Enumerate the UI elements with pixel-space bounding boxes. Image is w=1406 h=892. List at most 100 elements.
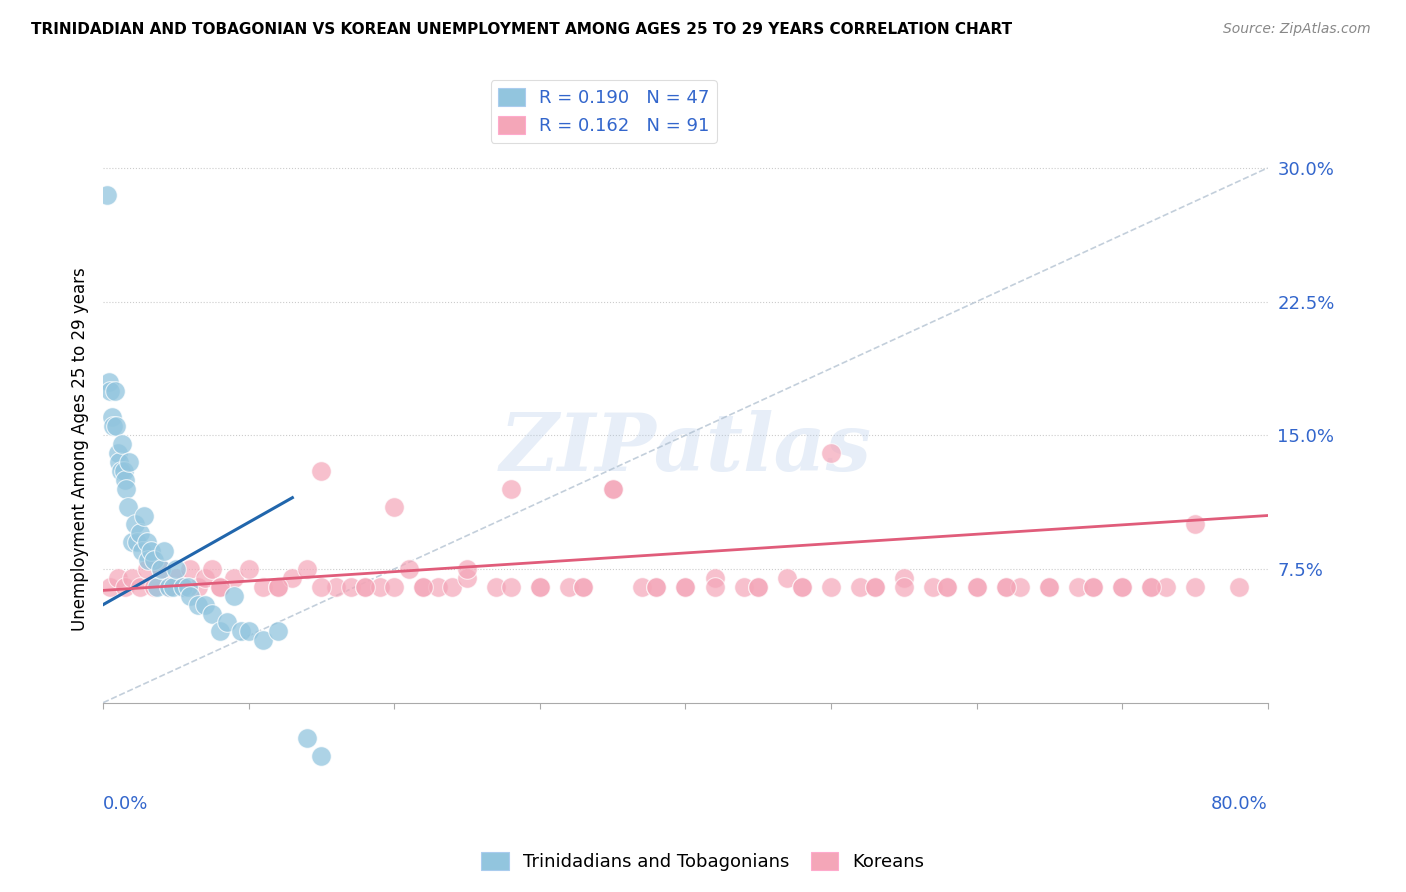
Point xyxy=(1038,580,1060,594)
Point xyxy=(172,580,194,594)
Point xyxy=(645,580,668,594)
Point xyxy=(703,571,725,585)
Point xyxy=(179,589,201,603)
Point xyxy=(121,535,143,549)
Text: TRINIDADIAN AND TOBAGONIAN VS KOREAN UNEMPLOYMENT AMONG AGES 25 TO 29 YEARS CORR: TRINIDADIAN AND TOBAGONIAN VS KOREAN UNE… xyxy=(31,22,1012,37)
Point xyxy=(107,446,129,460)
Point xyxy=(215,615,238,630)
Point xyxy=(558,580,581,594)
Point xyxy=(893,580,915,594)
Point xyxy=(354,580,377,594)
Point xyxy=(630,580,652,594)
Point xyxy=(165,571,187,585)
Point xyxy=(311,464,333,478)
Point xyxy=(966,580,988,594)
Point xyxy=(936,580,959,594)
Point xyxy=(295,562,318,576)
Point xyxy=(231,624,253,639)
Point xyxy=(194,571,217,585)
Point xyxy=(117,500,139,514)
Point xyxy=(135,562,157,576)
Point xyxy=(187,580,209,594)
Point xyxy=(456,562,478,576)
Point xyxy=(100,384,122,398)
Point xyxy=(128,580,150,594)
Point xyxy=(339,580,361,594)
Legend: R = 0.190   N = 47, R = 0.162   N = 91: R = 0.190 N = 47, R = 0.162 N = 91 xyxy=(491,80,717,143)
Point xyxy=(281,571,304,585)
Point xyxy=(176,580,198,594)
Point xyxy=(529,580,551,594)
Point xyxy=(128,526,150,541)
Point xyxy=(97,375,120,389)
Point xyxy=(187,598,209,612)
Point xyxy=(208,580,231,594)
Point xyxy=(529,580,551,594)
Point xyxy=(224,589,246,603)
Point xyxy=(165,562,187,576)
Point xyxy=(382,580,405,594)
Point xyxy=(201,607,224,621)
Point xyxy=(110,464,132,478)
Text: Source: ZipAtlas.com: Source: ZipAtlas.com xyxy=(1223,22,1371,37)
Point xyxy=(1081,580,1104,594)
Point xyxy=(863,580,886,594)
Point xyxy=(499,580,522,594)
Point xyxy=(112,464,135,478)
Point xyxy=(121,571,143,585)
Point xyxy=(1227,580,1250,594)
Point xyxy=(208,624,231,639)
Point xyxy=(143,553,166,567)
Point xyxy=(820,580,842,594)
Point xyxy=(936,580,959,594)
Point xyxy=(1140,580,1163,594)
Point xyxy=(295,731,318,746)
Y-axis label: Unemployment Among Ages 25 to 29 years: Unemployment Among Ages 25 to 29 years xyxy=(72,267,89,631)
Point xyxy=(141,544,163,558)
Point xyxy=(572,580,595,594)
Legend: Trinidadians and Tobagonians, Koreans: Trinidadians and Tobagonians, Koreans xyxy=(474,845,932,879)
Point xyxy=(325,580,347,594)
Point xyxy=(267,580,290,594)
Text: ZIPatlas: ZIPatlas xyxy=(499,410,872,487)
Point xyxy=(820,446,842,460)
Point xyxy=(201,562,224,576)
Point xyxy=(252,633,274,648)
Point xyxy=(412,580,434,594)
Point xyxy=(1081,580,1104,594)
Point xyxy=(849,580,872,594)
Point xyxy=(747,580,769,594)
Point xyxy=(1154,580,1177,594)
Point xyxy=(354,580,377,594)
Point xyxy=(1038,580,1060,594)
Point xyxy=(238,562,260,576)
Point xyxy=(132,508,155,523)
Point xyxy=(125,535,148,549)
Point xyxy=(252,580,274,594)
Point xyxy=(456,571,478,585)
Point xyxy=(893,571,915,585)
Point xyxy=(267,624,290,639)
Point xyxy=(124,517,146,532)
Point xyxy=(100,580,122,594)
Point xyxy=(703,580,725,594)
Point xyxy=(673,580,696,594)
Point xyxy=(921,580,943,594)
Point xyxy=(673,580,696,594)
Point xyxy=(118,455,141,469)
Point xyxy=(1111,580,1133,594)
Point xyxy=(1067,580,1090,594)
Point xyxy=(863,580,886,594)
Point xyxy=(1010,580,1032,594)
Point xyxy=(994,580,1017,594)
Point xyxy=(157,580,180,594)
Point xyxy=(150,562,173,576)
Point xyxy=(105,419,128,434)
Point xyxy=(368,580,391,594)
Point xyxy=(108,455,131,469)
Point xyxy=(194,598,217,612)
Point xyxy=(107,571,129,585)
Point xyxy=(131,544,153,558)
Point xyxy=(1111,580,1133,594)
Point xyxy=(157,580,180,594)
